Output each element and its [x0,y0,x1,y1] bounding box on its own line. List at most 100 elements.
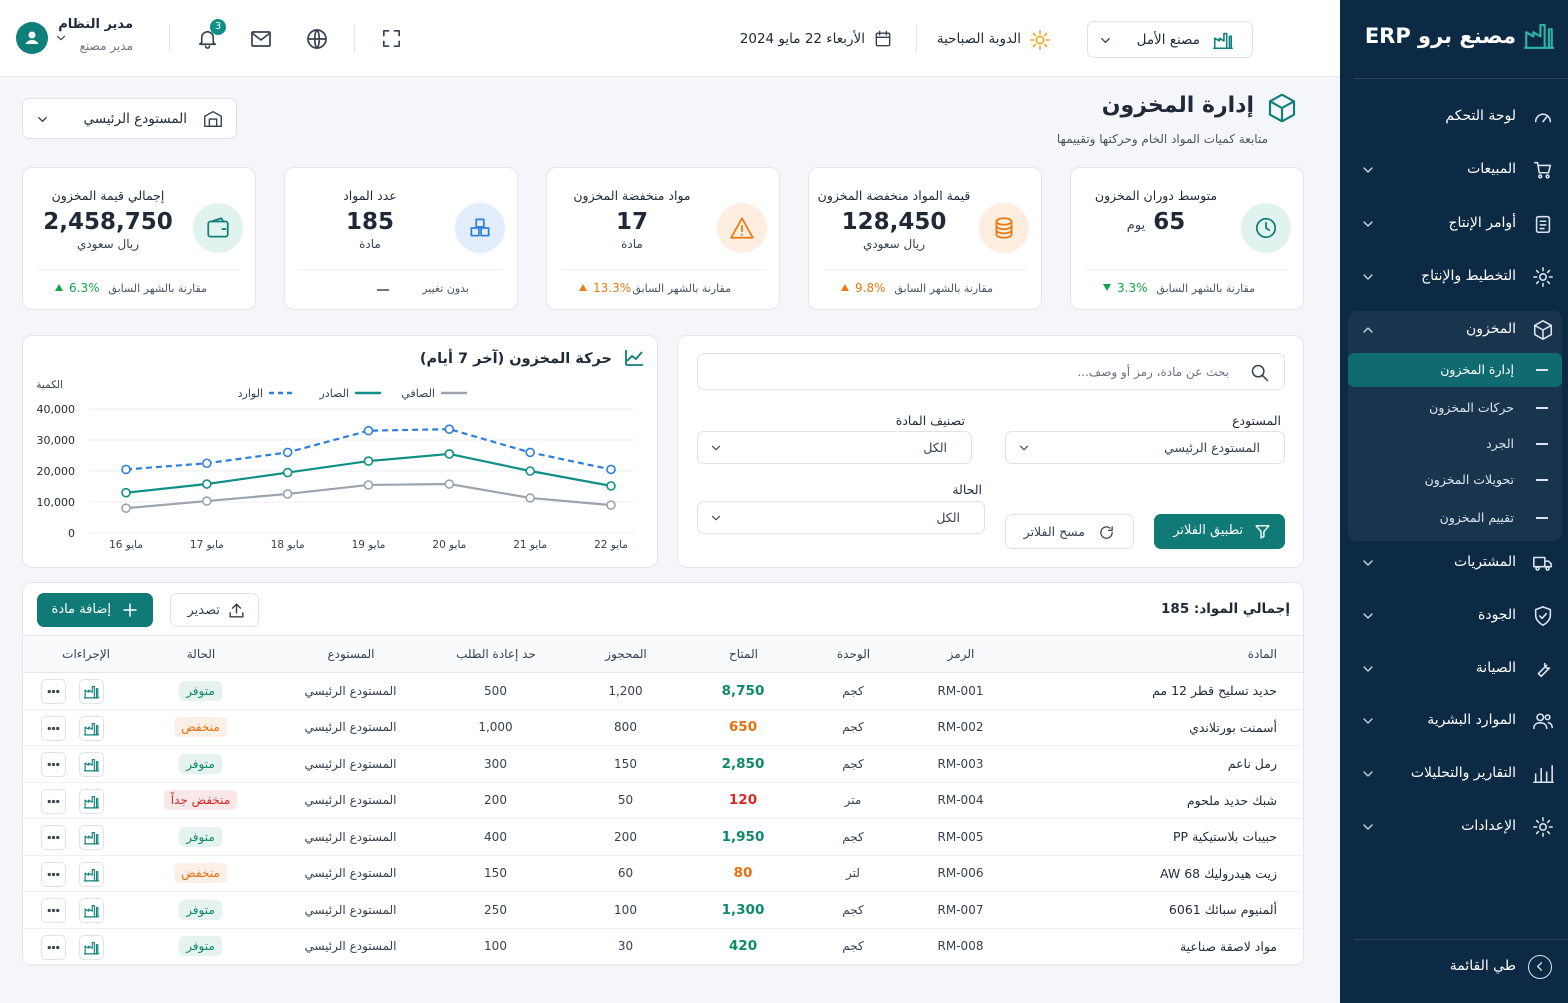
submenu-item[interactable]: تقييم المخزون [1348,501,1562,535]
table-cell: المستودع الرئيسي [273,709,428,746]
filter-value: المستودع الرئيسي [1164,440,1260,455]
table-cell: 250 [428,891,563,929]
factory-icon [83,685,100,699]
export-label: تصدير [187,603,220,618]
chart-icon [625,350,643,366]
clear-button[interactable]: مسح الفلاتر [1005,514,1134,549]
table-cell: RM-002 [908,709,1013,746]
status-badge: منخفض [174,863,227,884]
export-button[interactable]: تصدير [170,593,259,627]
filter-select[interactable]: الكل [697,431,972,464]
submenu-label: حركات المخزون [1429,400,1514,415]
status-cell: متوفر [128,745,273,783]
available-cell: 1,950 [688,818,798,856]
view-button[interactable] [79,861,104,887]
kpi-text: متوسط دوران المخزون 65 يوم [1079,188,1233,235]
filter-select[interactable]: المستودع الرئيسي [1005,431,1285,464]
kpi-title: قيمة المواد منخفضة المخزون [817,188,971,203]
change-value: 3.3% [1117,281,1148,295]
menu-item[interactable]: التخطيط والإنتاج [1350,257,1562,297]
available-cell: 80 [688,855,798,892]
more-button[interactable] [41,861,66,887]
apply-button[interactable]: تطبيق الفلاتر [1154,514,1285,549]
warehouse-select[interactable]: المستودع الرئيسي [22,98,237,139]
kpi-value: 17 [616,209,649,235]
factory-select[interactable]: مصنع الأمل [1087,21,1253,58]
add-button[interactable]: إضافة مادة [37,593,153,627]
more-button[interactable] [41,715,66,741]
factory-name: مصنع الأمل [1136,32,1200,48]
more-button[interactable] [41,825,66,850]
dots-icon [47,908,60,913]
table-row[interactable]: حبيبات بلاستيكية PP RM-005 كجم 1,950 200 400 ا… [23,818,1303,856]
view-button[interactable] [79,898,104,923]
table-row[interactable]: حديد تسليح قطر 12 مم RM-001 كجم 8,750 1,200 5… [23,672,1303,710]
kpi-text: عدد المواد 185 مادة [293,188,447,251]
kpi-text: إجمالي قيمة المخزون 2,458,750 ريال سعودي [31,188,185,251]
kpi-card: قيمة المواد منخفضة المخزون 128,450 ريال سع… [808,167,1042,310]
available-cell: 1,300 [688,891,798,929]
menu-item[interactable]: أوامر الإنتاج [1350,204,1562,244]
table-cell: كجم [798,928,908,965]
table-cell: المستودع الرئيسي [273,928,428,965]
view-button[interactable] [79,788,104,814]
menu-item[interactable]: التقارير والتحليلات [1350,754,1562,794]
material-cell: مواد لاصقة صناعية [1013,928,1303,965]
more-button[interactable] [41,934,66,960]
clock-icon [1255,217,1277,239]
x-tick-label: 20 مايو [432,539,466,551]
upload-icon [229,603,244,618]
more-button[interactable] [41,788,66,814]
menu-item[interactable]: الإعدادات [1350,807,1562,847]
menu-item[interactable]: الجودة [1350,596,1562,636]
status-cell: متوفر [128,891,273,929]
avatar[interactable] [16,22,48,54]
submenu-item[interactable]: الجرد [1348,427,1562,461]
more-button[interactable] [41,898,66,923]
table-cell: RM-001 [908,672,1013,710]
separator [169,24,170,52]
menu-item[interactable]: لوحة التحكم [1350,97,1562,137]
menu-label: التقارير والتحليلات [1410,765,1516,781]
bell-icon [199,30,216,49]
table-row[interactable]: شبك حديد ملحوم RM-004 متر 120 50 200 المستودع … [23,782,1303,819]
view-button[interactable] [79,715,104,741]
status-badge: متوفر [179,936,222,957]
table-cell: RM-004 [908,782,1013,819]
menu-item[interactable]: الصيانة [1350,649,1562,689]
menu-item[interactable]: الموارد البشرية [1350,701,1562,741]
coins-icon [995,217,1013,239]
menu-item[interactable]: المبيعات [1350,150,1562,190]
warn-icon [730,217,754,239]
view-button[interactable] [79,825,104,850]
submenu-item[interactable]: تحويلات المخزون [1348,463,1562,497]
more-button[interactable] [41,679,66,704]
factory-icon [83,722,100,735]
view-button[interactable] [79,679,104,704]
submenu-item[interactable]: إدارة المخزون [1348,353,1562,387]
data-point [525,493,535,503]
menu-item[interactable]: المشتريات [1350,543,1562,583]
trend-arrow [1103,284,1111,291]
more-button[interactable] [41,752,66,777]
chevD-icon [1363,167,1373,173]
collapse-button[interactable]: طي القائمة [1350,948,1562,986]
table-row[interactable]: ألمنيوم سبائك 6061 RM-007 كجم 1,300 100 250 ال… [23,891,1303,929]
x-tick-label: 19 مايو [352,539,386,551]
table-row[interactable]: زيت هيدروليك AW 68 RM-006 لتر 80 60 150 المستو… [23,855,1303,892]
legend-label: الصادر [318,387,349,400]
table-panel: إجمالي المواد: 185 إضافة مادة تصدير المادة ا… [22,582,1304,966]
table-row[interactable]: رمل ناعم RM-003 كجم 2,850 150 300 المستودع الر… [23,745,1303,783]
view-button[interactable] [79,934,104,960]
table-row[interactable]: مواد لاصقة صناعية RM-008 كجم 420 30 100 المستو… [23,928,1303,965]
legend-label: الوارد [238,387,263,400]
data-point [525,466,535,476]
menu-item[interactable]: المخزون [1350,310,1562,350]
table-row[interactable]: أسمنت بورتلاندي RM-002 كجم 650 800 1,000 المست… [23,709,1303,746]
submenu-item[interactable]: حركات المخزون [1348,391,1562,425]
data-point [444,449,455,459]
kpi-compare: مقارنة بالشهر السابق [632,282,731,295]
filter-select[interactable]: الكل [697,501,985,534]
search-input[interactable]: بحث عن مادة، رمز أو وصف... [697,353,1285,390]
view-button[interactable] [79,752,104,777]
